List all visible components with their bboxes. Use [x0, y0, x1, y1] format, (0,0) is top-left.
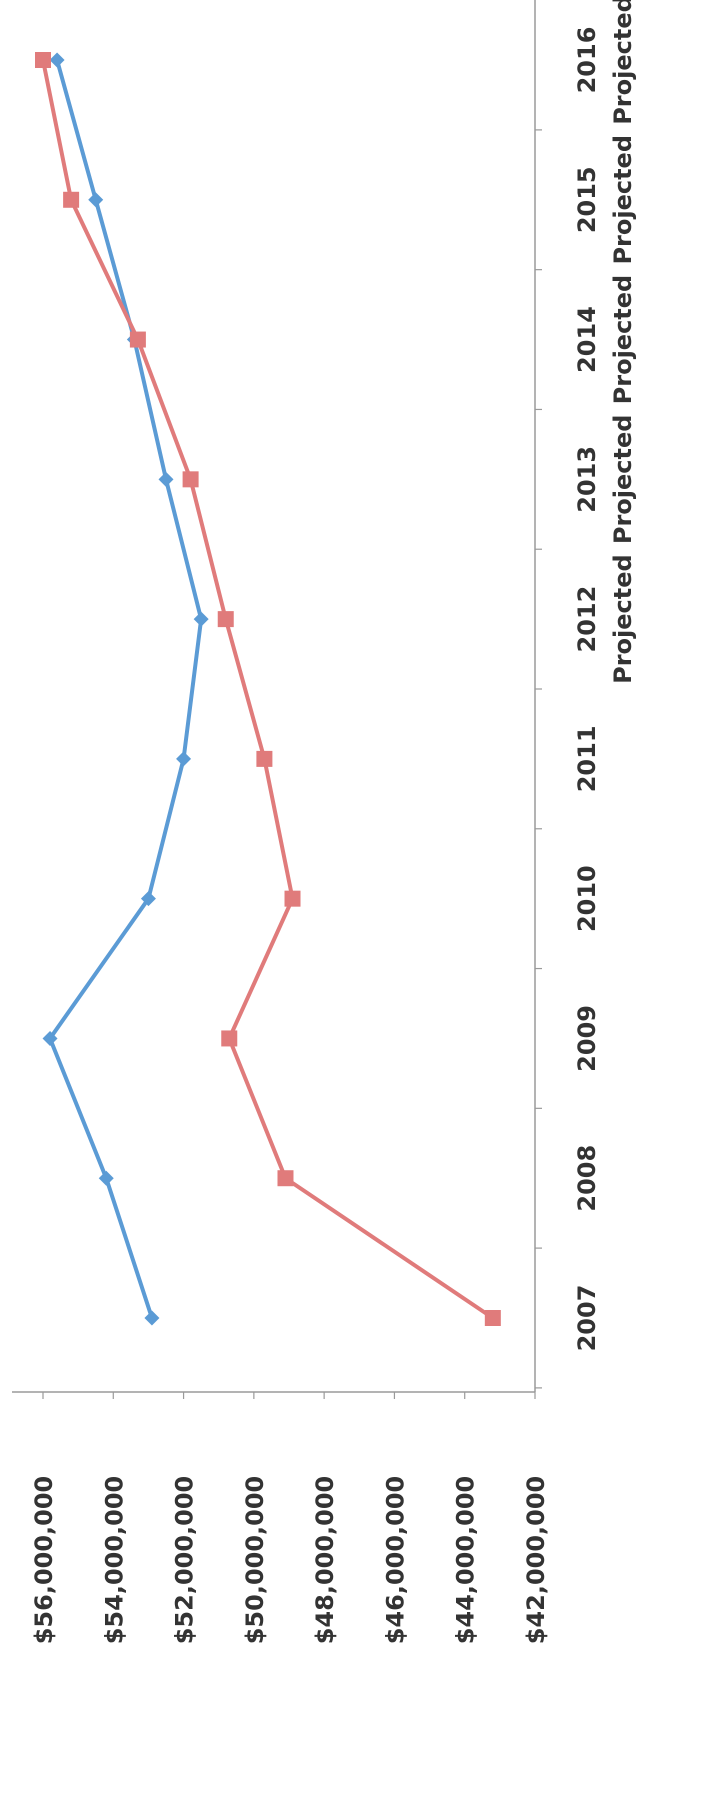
category-label: 2009 — [573, 1005, 601, 1072]
category-year: 2008 — [573, 1145, 601, 1212]
value-tick-label: $54,000,000 — [100, 1476, 128, 1645]
category-year: 2014 — [573, 306, 601, 373]
value-tick-label: $44,000,000 — [452, 1476, 480, 1645]
series-2-marker — [277, 1170, 294, 1187]
series-1-marker — [42, 1030, 58, 1046]
series-2-marker — [221, 1030, 238, 1047]
category-label: 2010 — [573, 865, 601, 932]
axes-layer — [12, 0, 542, 1399]
series-layer — [35, 52, 501, 1326]
series-2-marker — [484, 1310, 501, 1326]
series-1-marker — [98, 1170, 114, 1186]
category-projected: Projected — [609, 0, 637, 125]
series-2-marker — [284, 890, 301, 907]
value-tick-label: $46,000,000 — [381, 1476, 409, 1645]
series-1-marker — [49, 52, 65, 68]
labels-layer: $42,000,000 $44,000,000 $46,000,000 $48,000… — [30, 0, 637, 1644]
category-label: 2013 Projected — [573, 415, 637, 545]
series-2-marker — [182, 471, 199, 488]
value-tick-label: $52,000,000 — [171, 1476, 199, 1645]
category-projected: Projected — [609, 554, 637, 684]
series-1-marker — [144, 1310, 160, 1326]
category-projected: Projected — [609, 135, 637, 265]
category-label: 2015 Projected — [573, 135, 637, 265]
series-2-marker — [256, 750, 273, 767]
category-label: 2007 — [573, 1285, 601, 1352]
series-2-marker — [217, 611, 234, 628]
value-tick-label: $50,000,000 — [241, 1476, 269, 1645]
category-year: 2011 — [573, 725, 601, 792]
category-label: 2008 — [573, 1145, 601, 1212]
category-year: 2010 — [573, 865, 601, 932]
category-year: 2015 — [573, 166, 601, 233]
category-year: 2013 — [573, 446, 601, 513]
series-line-2 — [41, 59, 494, 1320]
category-label: 2012 Projected — [573, 554, 637, 684]
value-tick-label: $42,000,000 — [522, 1476, 550, 1645]
category-projected: Projected — [609, 415, 637, 545]
series-1-marker — [140, 891, 156, 907]
value-tick-label: $56,000,000 — [30, 1476, 58, 1645]
category-year: 2012 — [573, 586, 601, 653]
series-2-marker — [63, 191, 80, 208]
value-tick-label: $48,000,000 — [311, 1476, 339, 1645]
category-year: 2016 — [573, 27, 601, 94]
series-1-marker — [88, 192, 104, 208]
series-1-marker — [176, 751, 192, 767]
category-year: 2007 — [573, 1285, 601, 1352]
series-2-marker — [35, 52, 51, 68]
category-label: 2011 — [573, 725, 601, 792]
category-label: 2016 Projected — [573, 0, 637, 125]
series-1-marker — [193, 611, 209, 627]
series-line-1 — [48, 59, 204, 1319]
category-year: 2009 — [573, 1005, 601, 1072]
category-label: 2014 Projected — [573, 275, 637, 405]
series-1-marker — [158, 471, 174, 487]
series-2-marker — [129, 331, 146, 348]
category-projected: Projected — [609, 275, 637, 405]
